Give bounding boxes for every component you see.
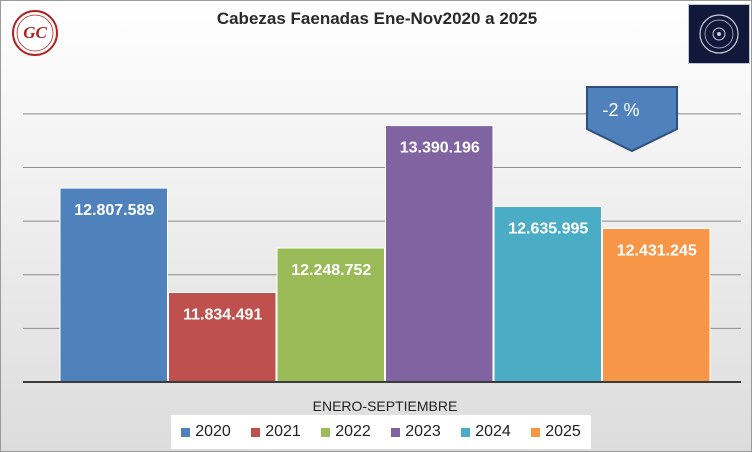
- data-label-2025: 12.431.245: [617, 242, 697, 259]
- bars: 12.807.589 11.834.491 12.248.752 13.390.196…: [59, 125, 711, 383]
- legend-label: 2025: [545, 423, 581, 440]
- data-label-2021: 11.834.491: [183, 306, 262, 323]
- legend-item-2020: 2020: [181, 423, 231, 441]
- change-callout: -2 %: [586, 86, 678, 153]
- legend-label: 2021: [265, 423, 301, 440]
- data-label-2023: 13.390.196: [400, 140, 480, 157]
- data-label-2024: 12.635.995: [508, 221, 588, 238]
- data-label-2020: 12.807.589: [74, 202, 154, 219]
- legend-item-2024: 2024: [461, 423, 511, 441]
- bar-2025: [602, 227, 711, 383]
- legend-item-2021: 2021: [251, 423, 301, 441]
- chart-title: Cabezas Faenadas Ene-Nov2020 a 2025: [216, 9, 538, 28]
- gc-logo: GC: [12, 10, 58, 56]
- legend: 2020 2021 2022 2023 2024 2025: [171, 415, 591, 449]
- logo-text: GC: [23, 23, 47, 42]
- bar-2022: [276, 247, 385, 383]
- legend-item-2025: 2025: [531, 423, 581, 441]
- legend-label: 2022: [335, 423, 371, 440]
- legend-label: 2020: [195, 423, 231, 440]
- bar-2023: [385, 125, 494, 383]
- legend-swatch: [181, 427, 191, 437]
- callout-text: -2 %: [602, 100, 639, 120]
- seal-logo: [688, 4, 750, 64]
- legend-swatch: [391, 427, 401, 437]
- legend-swatch: [461, 427, 471, 437]
- callout-shape: [586, 86, 678, 153]
- bar-2024: [493, 206, 602, 383]
- data-label-2022: 12.248.752: [291, 262, 371, 279]
- x-axis-label: ENERO-SEPTIEMBRE: [313, 398, 458, 414]
- legend-swatch: [251, 427, 261, 437]
- legend-label: 2024: [475, 423, 511, 440]
- legend-label: 2023: [405, 423, 441, 440]
- legend-item-2022: 2022: [321, 423, 371, 441]
- legend-item-2023: 2023: [391, 423, 441, 441]
- legend-swatch: [321, 427, 331, 437]
- bar-2020: [59, 187, 168, 383]
- legend-swatch: [531, 427, 541, 437]
